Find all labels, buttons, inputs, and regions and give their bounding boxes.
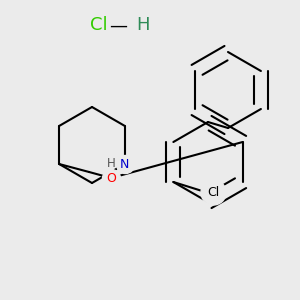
Text: H: H xyxy=(136,16,150,34)
Text: H: H xyxy=(106,157,115,169)
Text: Cl: Cl xyxy=(207,185,220,199)
Text: Cl: Cl xyxy=(90,16,108,34)
Text: N: N xyxy=(120,158,130,170)
Text: —: — xyxy=(110,16,128,34)
Text: O: O xyxy=(106,172,116,184)
